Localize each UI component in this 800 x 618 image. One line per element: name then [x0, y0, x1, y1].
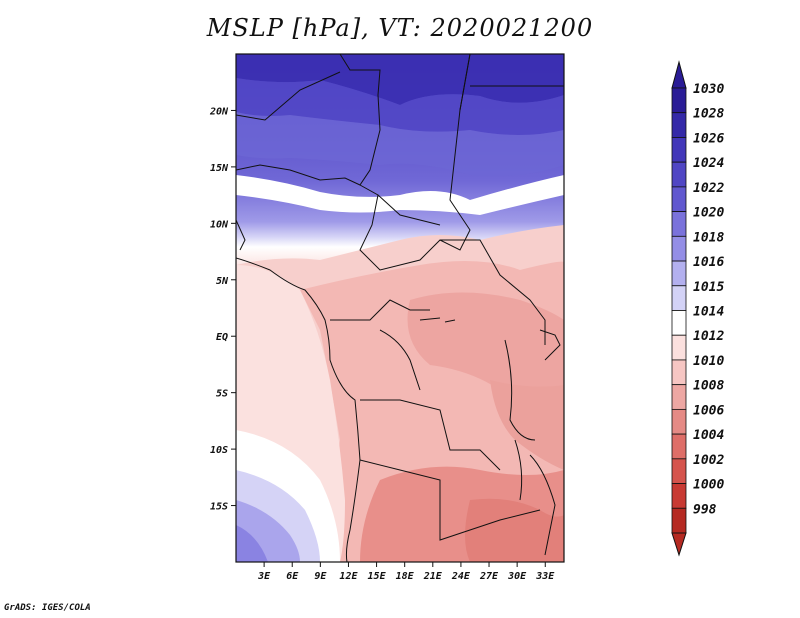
colorbar-swatch — [671, 359, 687, 386]
colorbar-swatch — [671, 408, 687, 435]
lon-tick-label: 12E — [339, 571, 358, 582]
colorbar-swatch — [671, 458, 687, 484]
colorbar-swatch — [671, 384, 687, 410]
colorbar-label: 1008 — [693, 379, 724, 394]
lat-tick-label: 10N — [210, 219, 229, 230]
lat-tick-label: 5N — [216, 276, 229, 287]
colorbar-swatch — [671, 211, 687, 237]
colorbar-swatch — [671, 235, 687, 262]
lon-tick-label: 30E — [507, 571, 527, 582]
lon-tick-label: 3E — [257, 571, 271, 582]
colorbar-swatch — [671, 186, 687, 213]
colorbar-swatch — [671, 87, 687, 114]
lon-tick-label: 9E — [314, 571, 327, 582]
lat-tick-label: 5S — [216, 389, 228, 400]
lat-tick-label: 10S — [210, 445, 228, 456]
colorbar-label: 1016 — [693, 255, 724, 270]
lat-tick-label: 15S — [210, 502, 228, 513]
lat-tick-label: 15N — [210, 163, 229, 174]
pressure-field — [236, 54, 564, 562]
colorbar-label: 1002 — [693, 453, 724, 468]
colorbar-swatch — [671, 285, 687, 311]
chart-title: MSLP [hPa], VT: 2020021200 — [206, 14, 594, 42]
colorbar: 1030 1028 1026 1024 1022 1020 1018 1016 1015 1014… — [671, 60, 724, 557]
colorbar-top-arrow — [671, 60, 687, 89]
map-frame — [235, 53, 565, 563]
colorbar-label: 1014 — [693, 305, 724, 320]
lon-tick-label: 27E — [479, 571, 499, 582]
colorbar-bottom-arrow — [671, 532, 687, 557]
country-borders — [236, 54, 564, 562]
colorbar-swatch — [671, 161, 687, 188]
colorbar-swatch — [671, 310, 687, 336]
colorbar-label: 1026 — [693, 131, 724, 146]
lon-tick-label: 24E — [451, 571, 471, 582]
colorbar-swatch — [671, 334, 687, 361]
colorbar-label: 1006 — [693, 403, 724, 418]
colorbar-label: 1004 — [693, 428, 724, 443]
colorbar-label: 998 — [693, 502, 717, 517]
colorbar-swatch — [671, 112, 687, 138]
colorbar-label: 1024 — [693, 156, 724, 171]
lon-tick-label: 21E — [423, 571, 443, 582]
colorbar-label: 1028 — [693, 107, 724, 122]
lat-tick-label: EQ — [216, 332, 228, 343]
credit-text: GrADS: IGES/COLA — [4, 603, 91, 613]
lon-tick-label: 33E — [535, 571, 555, 582]
colorbar-swatch — [671, 507, 687, 534]
lon-tick-label: 15E — [368, 571, 387, 582]
colorbar-swatch — [671, 260, 687, 287]
lat-tick-label: 20N — [209, 106, 229, 117]
colorbar-label: 1010 — [693, 354, 724, 369]
colorbar-label: 1020 — [693, 206, 724, 221]
axis-ticks: 20N 15N 10N 5N EQ 5S 10S 15S 3E 6E 9E 12E 15E 18E 21E 2… — [209, 106, 555, 582]
colorbar-swatch — [671, 433, 687, 460]
colorbar-label: 1018 — [693, 230, 724, 245]
colorbar-swatch — [671, 137, 687, 163]
colorbar-swatch — [671, 483, 687, 509]
colorbar-label: 1022 — [693, 181, 724, 196]
colorbar-label: 1012 — [693, 329, 724, 344]
colorbar-label: 1015 — [693, 280, 724, 295]
lon-tick-label: 18E — [396, 571, 415, 582]
colorbar-label: 1030 — [693, 82, 724, 97]
colorbar-label: 1000 — [693, 478, 724, 493]
lon-tick-label: 6E — [286, 571, 299, 582]
